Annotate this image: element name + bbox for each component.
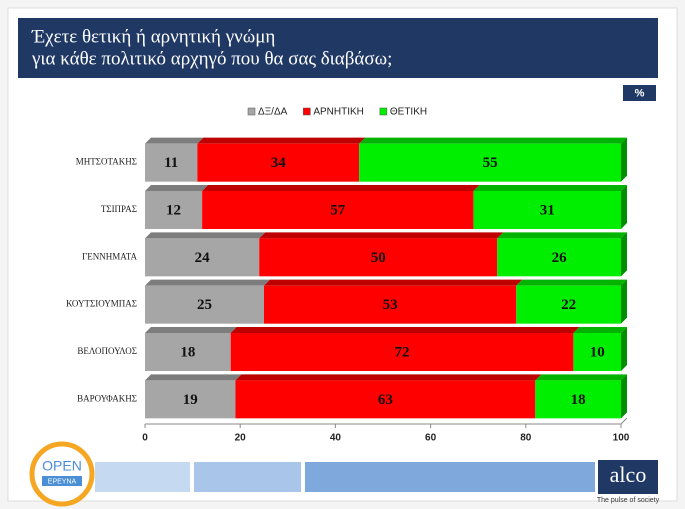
- value-label: 72: [395, 344, 410, 360]
- footer-bar: [95, 462, 190, 492]
- bar-top: [145, 232, 266, 239]
- bar: [145, 238, 260, 277]
- value-label: 31: [540, 202, 555, 218]
- bar-top: [535, 374, 627, 381]
- value-label: 24: [195, 250, 211, 266]
- bar-top: [145, 185, 209, 191]
- legend-label: ΑΡΝΗΤΙΚΗ: [313, 107, 364, 118]
- brand-left: OPEN: [42, 458, 82, 474]
- value-label: 10: [590, 344, 605, 360]
- unit-label: %: [635, 87, 645, 99]
- bar: [235, 380, 536, 419]
- y-tick-label: ΚΟΥΤΣΙΟΥΜΠΑΣ: [66, 299, 137, 309]
- y-tick-label: ΜΗΤΣΟΤΑΚΗΣ: [76, 157, 137, 167]
- bar-side: [621, 327, 627, 371]
- x-tick-label: 60: [425, 433, 437, 444]
- value-label: 53: [383, 297, 398, 313]
- value-label: 50: [371, 250, 386, 266]
- bar-top: [145, 137, 204, 144]
- bar: [473, 191, 621, 229]
- value-label: 18: [180, 344, 195, 360]
- bar-top: [516, 279, 627, 286]
- brand-left-sub: ΕΡΕΥΝΑ: [48, 478, 77, 485]
- x-axis-depth: [620, 417, 628, 425]
- x-tick-label: 100: [613, 433, 630, 444]
- bar-side: [621, 232, 627, 277]
- bar: [516, 285, 621, 324]
- bar-top: [145, 374, 242, 381]
- value-label: 11: [164, 155, 178, 171]
- bar: [145, 380, 236, 419]
- bar-top: [359, 137, 627, 144]
- bar-top: [197, 137, 366, 144]
- y-tick-label: ΓΕΝΝΗΜΑΤΑ: [82, 251, 137, 261]
- brand-right-sub: The pulse of society: [597, 497, 660, 504]
- footer: OPEN ΕΡΕΥΝΑ alco The pulse of society: [29, 441, 660, 507]
- y-tick-label: ΒΕΛΟΠΟΥΛΟΣ: [77, 346, 137, 356]
- value-label: 26: [552, 250, 568, 266]
- logo-strip: [42, 476, 82, 486]
- footer-bar: [194, 462, 301, 492]
- legend-swatch: [247, 107, 256, 116]
- bar-top: [497, 232, 627, 239]
- bar-top: [230, 327, 580, 333]
- value-label: 22: [561, 297, 576, 313]
- value-label: 25: [197, 297, 212, 313]
- value-label: 34: [271, 155, 287, 171]
- bar: [145, 143, 198, 182]
- value-label: 18: [571, 392, 586, 408]
- value-label: 12: [166, 202, 181, 218]
- legend-label: ΔΞ/ΔΑ: [258, 107, 288, 118]
- bar: [202, 191, 474, 229]
- x-tick-label: 20: [235, 433, 247, 444]
- bar: [497, 238, 621, 277]
- value-label: 55: [483, 155, 498, 171]
- alco-box: [598, 460, 658, 494]
- legend-label: ΘΕΤΙΚΗ: [390, 107, 427, 118]
- bar-top: [573, 327, 627, 333]
- y-tick-label: ΤΣΙΠΡΑΣ: [101, 204, 137, 214]
- bar: [259, 238, 498, 277]
- chart-title: Έχετε θετική ή αρνητική γνώμη: [31, 26, 275, 47]
- bar-top: [145, 279, 270, 286]
- bar-top: [264, 279, 523, 286]
- bar: [264, 285, 517, 324]
- bar: [197, 143, 360, 182]
- chart-subtitle: για κάθε πολιτικό αρχηγό που θα σας διαβ…: [31, 48, 392, 69]
- bar: [535, 380, 621, 419]
- y-tick-label: ΒΑΡΟΥΦΑΚΗΣ: [77, 393, 137, 403]
- bar: [573, 333, 621, 371]
- bar-side: [621, 137, 627, 182]
- value-label: 63: [378, 392, 393, 408]
- bar: [145, 191, 203, 229]
- bar-top: [235, 374, 542, 381]
- bar: [145, 285, 264, 324]
- bar-top: [259, 232, 504, 239]
- bar-top: [202, 185, 480, 191]
- legend-swatch: [379, 107, 388, 116]
- bar-side: [621, 279, 627, 324]
- bar-top: [473, 185, 627, 191]
- bar: [359, 143, 621, 182]
- bar-top: [145, 327, 237, 333]
- unit-badge: [623, 85, 656, 101]
- value-label: 19: [183, 392, 198, 408]
- brand-right: alco: [610, 462, 647, 487]
- value-label: 57: [330, 202, 346, 218]
- x-tick-label: 80: [520, 433, 532, 444]
- x-tick-label: 40: [330, 433, 342, 444]
- bar: [230, 333, 574, 371]
- legend-swatch: [303, 107, 311, 116]
- bar-side: [621, 374, 627, 419]
- logo-ring: [29, 441, 95, 507]
- x-tick-label: 0: [142, 433, 148, 444]
- footer-bar: [305, 462, 595, 492]
- bar-side: [621, 185, 627, 229]
- header-band: [18, 18, 658, 78]
- bar: [145, 333, 231, 371]
